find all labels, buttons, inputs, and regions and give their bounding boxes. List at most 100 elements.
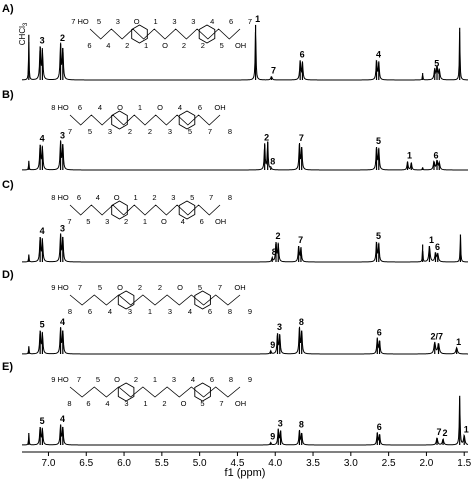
peak-label: 6 [377, 422, 382, 432]
structure-label: 5 [98, 283, 102, 292]
structure-label: 7 [77, 375, 81, 384]
structure-label: 5 [96, 375, 100, 384]
structure-label: O [162, 41, 168, 50]
x-tick-label: 5.0 [193, 458, 207, 469]
structure-label: OH [214, 103, 225, 112]
structure-label: O [114, 375, 120, 384]
x-tick-label: 2.0 [419, 458, 433, 469]
structure-label: 3 [128, 307, 132, 316]
structure-label: 7 [68, 127, 72, 136]
peak-label: 8 [299, 317, 304, 327]
structure-label: 6 [208, 307, 212, 316]
benzene-ring-1 [111, 110, 128, 130]
peak-label: 1 [429, 235, 434, 245]
structure-label: OH [234, 283, 245, 292]
spectrum-trace [22, 398, 469, 446]
structure-label: 4 [191, 375, 195, 384]
structure-label: 7 [209, 193, 213, 202]
benzene-ring-1 [111, 200, 128, 220]
peak-label: 3 [40, 35, 45, 45]
structure-label: 4 [178, 103, 182, 112]
structure-label: 8 [228, 307, 232, 316]
structure-label: O [181, 399, 187, 408]
structure-label: 2 [152, 193, 156, 202]
structure-label: 7 [78, 283, 82, 292]
structure-label: 6 [78, 103, 82, 112]
structure-label: 5 [198, 283, 202, 292]
structure-label: 4 [96, 193, 100, 202]
peak-label: 6 [433, 151, 438, 161]
structure-label: 3 [191, 17, 195, 26]
panel-label: E) [2, 361, 13, 373]
structure-label: 6 [88, 307, 92, 316]
structure-label: O [134, 17, 140, 26]
panel-label: D) [2, 269, 14, 281]
structure-label: 3 [168, 307, 172, 316]
solvent-label: CHCl3 [18, 22, 29, 45]
structure-label: 2 [201, 41, 205, 50]
structure-label: O [117, 103, 123, 112]
structure-label: 6 [200, 217, 204, 226]
peak-label: 3 [277, 322, 282, 332]
structure-label: 3 [172, 17, 176, 26]
x-tick-label: 6.5 [79, 458, 93, 469]
peak-label: 4 [60, 414, 65, 424]
structure-label: 4 [210, 17, 214, 26]
peak-label: 4 [60, 317, 65, 327]
structure-label: 6 [87, 41, 91, 50]
peak-label: 5 [40, 416, 45, 426]
structure-label: 1 [153, 375, 157, 384]
structure-label: 1 [143, 217, 147, 226]
structure-label: 8 HO [51, 193, 69, 202]
structure-label: 4 [188, 307, 192, 316]
peak-label: 5 [376, 231, 381, 241]
structure-label: 4 [181, 217, 185, 226]
structure-label: 2 [125, 41, 129, 50]
structure-label: 5 [86, 217, 90, 226]
spectrum-trace [21, 326, 468, 355]
peak-label: 5 [376, 136, 381, 146]
benzene-ring-2 [194, 290, 211, 310]
structure-label: 3 [172, 375, 176, 384]
x-tick-label: 3.0 [344, 458, 358, 469]
alkyl-chain [69, 386, 241, 398]
structure-label: 9 [248, 375, 252, 384]
peak-label: 3 [60, 224, 65, 234]
structure-label: 7 [208, 127, 212, 136]
peak-label: 3 [60, 130, 65, 140]
structure-label: 7 [67, 217, 71, 226]
peak-label: 6 [300, 49, 305, 59]
structure-label: 7 [248, 17, 252, 26]
structure-label: 8 [228, 193, 232, 202]
peak-label: 2 [275, 231, 280, 241]
structure-label: OH [235, 399, 246, 408]
peak-label: 6 [435, 242, 440, 252]
structure-label: 7 [219, 399, 223, 408]
structure-label: 2 [134, 375, 138, 384]
structure-label: 7 HO [71, 17, 89, 26]
peak-label: 7 [298, 235, 303, 245]
x-tick-label: 5.5 [155, 458, 169, 469]
structure-label: 4 [98, 103, 102, 112]
panel-label: A) [2, 3, 14, 15]
structure-label: 5 [97, 17, 101, 26]
structure-label: 3 [116, 17, 120, 26]
x-axis-label: f1 (ppm) [225, 467, 266, 479]
peak-label: 1 [464, 424, 469, 434]
peak-label: 2 [443, 428, 448, 438]
structure-label: O [114, 193, 120, 202]
structure-label: 2 [138, 283, 142, 292]
x-tick-label: 1.5 [457, 458, 471, 469]
structure-label: 1 [154, 17, 158, 26]
structure-label: 5 [200, 399, 204, 408]
alkyl-chain [89, 28, 241, 40]
benzene-ring-2 [198, 24, 216, 44]
peak-label: 9 [270, 432, 275, 442]
x-axis: 7.0 6.5 6.0 5.5 5.0 4.5 4.0 3.5 3.0 2.5 2.0 1.5 f1 … [22, 451, 472, 479]
peak-label: 4 [40, 134, 45, 144]
structure-label: 5 [188, 127, 192, 136]
